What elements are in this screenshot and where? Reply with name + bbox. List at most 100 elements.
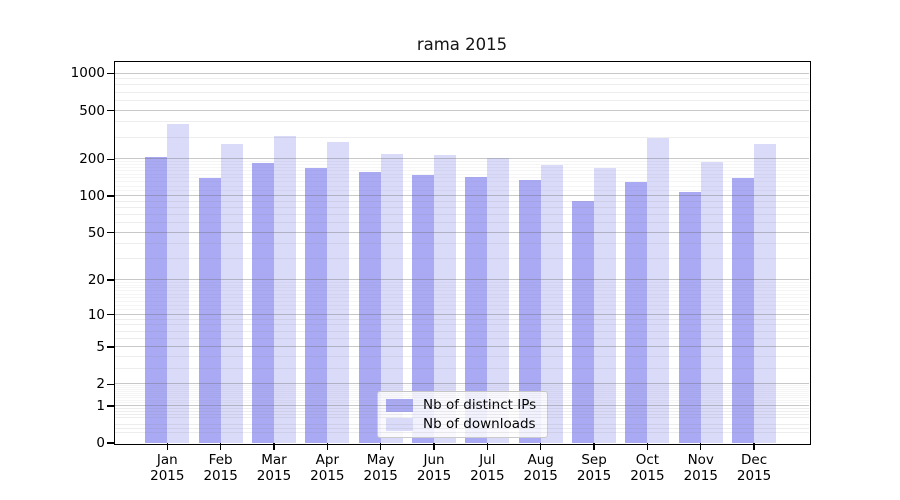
- bar-distinct-ips-aug: [518, 179, 541, 443]
- x-tick-label-jan: Jan 2015: [150, 452, 185, 484]
- gridline-major-1: [115, 404, 809, 406]
- bar-distinct-ips-oct: [625, 182, 648, 443]
- gridline-micro-13.000000000000004: [115, 300, 809, 302]
- gridline-micro-190.00000000000009: [115, 161, 809, 163]
- x-tick-mark-may: [379, 443, 382, 450]
- gridline-minor-7: [115, 330, 809, 332]
- y-tick-label-2: 2: [96, 376, 105, 393]
- y-tick-label-20: 20: [87, 272, 105, 289]
- y-tick-label-1000: 1000: [70, 65, 105, 82]
- legend-swatch-downloads: [386, 417, 413, 431]
- gridline-minor-70: [115, 214, 809, 216]
- gridline-minor-0.7000000000000001: [115, 413, 809, 415]
- bar-downloads-jan: [167, 124, 190, 443]
- x-tick-mark-jul: [486, 443, 489, 450]
- bar-downloads-sep: [594, 168, 617, 443]
- y-tick-mark-100: [107, 195, 114, 197]
- gridline-minor-9: [115, 318, 809, 320]
- legend: Nb of distinct IPs Nb of downloads: [377, 391, 549, 438]
- grid-layer: [115, 62, 809, 443]
- gridline-micro-1.6000000000000005: [115, 390, 809, 392]
- gridline-minor-90: [115, 200, 809, 202]
- y-tick-label-200: 200: [79, 151, 105, 168]
- x-tick-label-may: May 2015: [363, 452, 398, 484]
- x-tick-label-jul: Jul 2015: [470, 452, 505, 484]
- chart-title: rama 2015: [416, 35, 508, 54]
- bar-downloads-dec: [754, 144, 777, 443]
- bar-distinct-ips-sep: [572, 200, 595, 443]
- y-tick-label-5: 5: [96, 339, 105, 356]
- bar-downloads-mar: [273, 136, 296, 443]
- gridline-major-1000: [115, 72, 809, 74]
- gridline-micro-1.3000000000000003: [115, 397, 809, 399]
- gridline-minor-0.8: [115, 410, 809, 412]
- x-tick-mark-sep: [593, 443, 595, 450]
- gridline-micro-170.00000000000006: [115, 167, 809, 169]
- bar-downloads-oct: [647, 138, 670, 443]
- x-tick-label-aug: Aug 2015: [523, 452, 558, 484]
- bar-distinct-ips-jan: [145, 156, 168, 443]
- x-tick-mark-jun: [433, 443, 435, 450]
- gridline-minor-60: [115, 222, 809, 224]
- gridline-minor-80: [115, 206, 809, 208]
- y-tick-label-0: 0: [96, 435, 105, 451]
- gridline-major-50: [115, 231, 809, 233]
- gridline-micro-110.00000000000001: [115, 190, 809, 192]
- x-tick-mark-dec: [753, 443, 755, 450]
- bar-distinct-ips-jul: [465, 176, 488, 443]
- y-tick-mark-1: [107, 405, 114, 407]
- bar-downloads-apr: [327, 141, 350, 443]
- bar-distinct-ips-dec: [732, 177, 755, 443]
- y-tick-mark-50: [107, 232, 114, 234]
- gridline-minor-0.9: [115, 407, 809, 409]
- bar-downloads-jun: [434, 155, 457, 443]
- x-tick-mark-nov: [700, 443, 702, 450]
- y-tick-label-500: 500: [79, 102, 105, 119]
- gridline-minor-6: [115, 337, 809, 339]
- x-tick-label-mar: Mar 2015: [256, 452, 292, 484]
- legend-item-downloads: Nb of downloads: [386, 416, 536, 432]
- legend-swatch-distinct-ips: [386, 398, 413, 412]
- gridline-major-5: [115, 346, 809, 348]
- gridline-minor-0.4: [115, 424, 809, 425]
- gridline-minor-300: [115, 136, 809, 138]
- x-tick-label-dec: Dec 2015: [736, 452, 772, 484]
- gridline-minor-0.6000000000000001: [115, 416, 809, 418]
- y-tick-label-100: 100: [79, 188, 105, 205]
- gridline-micro-180.00000000000006: [115, 163, 809, 165]
- gridline-micro-1.5000000000000004: [115, 393, 809, 394]
- gridline-minor-3: [115, 367, 809, 369]
- gridline-major-10: [115, 313, 809, 315]
- bar-distinct-ips-nov: [678, 192, 701, 443]
- gridline-minor-0.2: [115, 432, 809, 434]
- gridline-minor-800: [115, 84, 809, 86]
- bar-downloads-nov: [700, 162, 723, 443]
- bar-distinct-ips-mar: [251, 162, 274, 443]
- gridline-major-2: [115, 383, 809, 385]
- gridline-major-100: [115, 195, 809, 197]
- legend-label-distinct-ips: Nb of distinct IPs: [423, 397, 537, 413]
- gridline-minor-900: [115, 78, 809, 80]
- y-tick-mark-20: [107, 279, 114, 281]
- x-tick-label-sep: Sep 2015: [576, 452, 612, 484]
- y-tick-mark-5: [107, 346, 114, 348]
- y-tick-mark-200: [107, 158, 114, 161]
- gridline-micro-12.000000000000002: [115, 304, 809, 306]
- x-tick-label-oct: Oct 2015: [630, 452, 665, 484]
- x-tick-mark-feb: [219, 443, 222, 450]
- bars-layer: [115, 62, 809, 443]
- gridline-micro-16.000000000000007: [115, 290, 809, 292]
- gridline-micro-17.000000000000007: [115, 287, 809, 289]
- y-tick-mark-1000: [107, 72, 114, 75]
- x-tick-mark-mar: [273, 443, 275, 450]
- gridline-major-500: [115, 109, 809, 111]
- x-tick-label-nov: Nov 2015: [683, 452, 718, 484]
- gridline-micro-1.8000000000000007: [115, 386, 809, 388]
- gridline-micro-1.7000000000000006: [115, 388, 809, 390]
- gridline-micro-1.9000000000000008: [115, 385, 809, 387]
- x-tick-label-jun: Jun 2015: [416, 452, 452, 484]
- gridline-minor-40: [115, 243, 809, 245]
- y-tick-mark-500: [107, 109, 114, 112]
- x-tick-label-apr: Apr 2015: [310, 452, 345, 484]
